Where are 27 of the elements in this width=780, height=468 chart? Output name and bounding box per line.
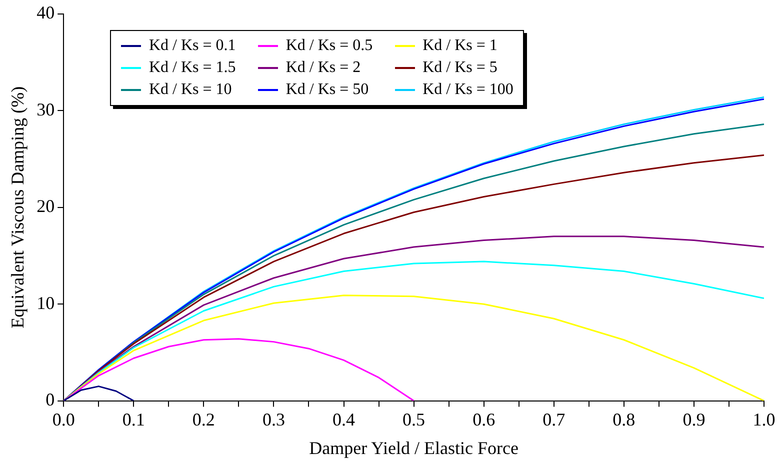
y-tick-label: 10 — [36, 292, 55, 313]
legend-label: Kd / Ks = 1.5 — [149, 59, 236, 77]
x-tick-label: 0.4 — [332, 409, 356, 430]
y-tick-label: 20 — [36, 196, 55, 216]
legend-label: Kd / Ks = 0.5 — [286, 37, 373, 55]
y-tick-label: 30 — [36, 99, 55, 120]
y-axis-title: Equivalent Viscous Damping (%) — [8, 86, 28, 328]
x-tick-label: 1.0 — [752, 409, 776, 430]
legend-label: Kd / Ks = 50 — [286, 81, 369, 99]
x-tick-label: 0.1 — [122, 409, 145, 430]
x-tick-label: 0.3 — [262, 409, 285, 430]
y-tick-label: 40 — [36, 2, 55, 23]
x-axis-title: Damper Yield / Elastic Force — [309, 438, 518, 458]
legend-label: Kd / Ks = 10 — [149, 81, 232, 99]
y-tick-label: 0 — [46, 390, 55, 410]
legend-label: Kd / Ks = 2 — [286, 59, 361, 77]
legend-label: Kd / Ks = 0.1 — [149, 37, 236, 55]
x-tick-label: 0.0 — [52, 409, 75, 430]
x-tick-label: 0.7 — [542, 409, 566, 430]
x-tick-label: 0.5 — [402, 409, 426, 430]
legend-label: Kd / Ks = 100 — [422, 81, 514, 99]
x-tick-label: 0.6 — [472, 409, 496, 430]
x-tick-label: 0.9 — [682, 409, 706, 430]
legend-label: Kd / Ks = 1 — [422, 37, 498, 55]
legend-label: Kd / Ks = 5 — [422, 59, 498, 77]
x-tick-label: 0.8 — [612, 409, 636, 430]
x-tick-label: 0.2 — [192, 409, 215, 430]
